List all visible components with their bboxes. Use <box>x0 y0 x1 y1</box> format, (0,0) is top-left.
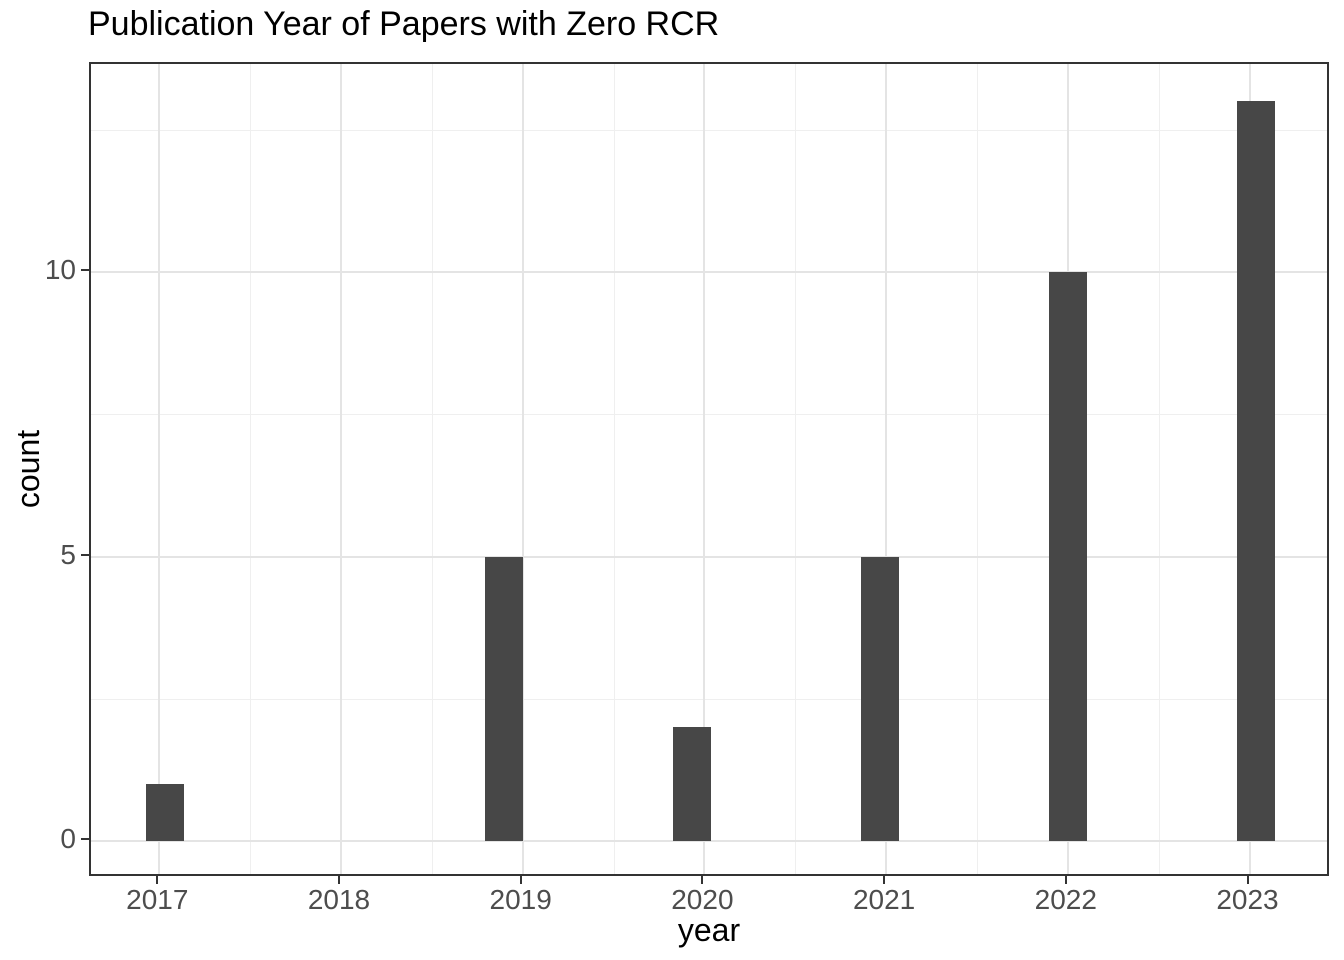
x-tick-mark <box>338 876 340 884</box>
chart-panel <box>89 62 1329 876</box>
major-gridline-h <box>91 840 1327 842</box>
minor-gridline-v <box>1158 64 1160 874</box>
x-tick-label: 2019 <box>489 884 552 915</box>
bar-2021 <box>861 556 899 841</box>
bar-2017 <box>146 784 185 841</box>
y-tick-label: 5 <box>60 538 76 570</box>
x-tick-mark <box>519 876 522 884</box>
plot-title: Publication Year of Papers with Zero RCR <box>88 5 720 43</box>
major-gridline-v <box>340 64 342 874</box>
bar-2022 <box>1049 272 1087 841</box>
bar-2020 <box>672 727 711 841</box>
x-tick-mark <box>1246 876 1249 884</box>
y-tick-label: 0 <box>60 823 76 854</box>
minor-gridline-h <box>91 129 1327 131</box>
major-gridline-v <box>703 64 706 874</box>
minor-gridline-v <box>431 64 433 874</box>
x-axis-title: year <box>677 912 741 948</box>
minor-gridline-v <box>613 64 615 874</box>
y-tick-mark <box>81 838 89 840</box>
minor-gridline-h <box>91 414 1327 416</box>
x-tick-label: 2018 <box>307 884 371 915</box>
y-axis-title: count <box>10 429 46 509</box>
x-tick-mark <box>156 876 159 884</box>
x-tick-mark <box>701 876 704 884</box>
x-tick-label: 2022 <box>1034 884 1097 915</box>
minor-gridline-h <box>91 698 1327 700</box>
major-gridline-v <box>521 64 524 874</box>
y-tick-mark <box>81 553 89 556</box>
bar-2023 <box>1237 101 1276 841</box>
x-tick-label: 2017 <box>126 884 189 915</box>
x-tick-label: 2023 <box>1216 884 1279 915</box>
bar-2019 <box>484 556 523 841</box>
major-gridline-h <box>91 271 1327 273</box>
x-tick-label: 2020 <box>671 884 734 915</box>
y-tick-mark <box>81 269 89 271</box>
major-gridline-v <box>158 64 161 874</box>
x-tick-label: 2021 <box>852 884 916 915</box>
x-tick-mark <box>883 876 886 884</box>
x-tick-mark <box>1064 876 1067 884</box>
major-gridline-v <box>885 64 888 874</box>
minor-gridline-v <box>977 64 978 874</box>
minor-gridline-v <box>250 64 252 874</box>
major-gridline-h <box>91 555 1327 558</box>
y-tick-label: 10 <box>44 254 76 285</box>
minor-gridline-v <box>795 64 797 874</box>
